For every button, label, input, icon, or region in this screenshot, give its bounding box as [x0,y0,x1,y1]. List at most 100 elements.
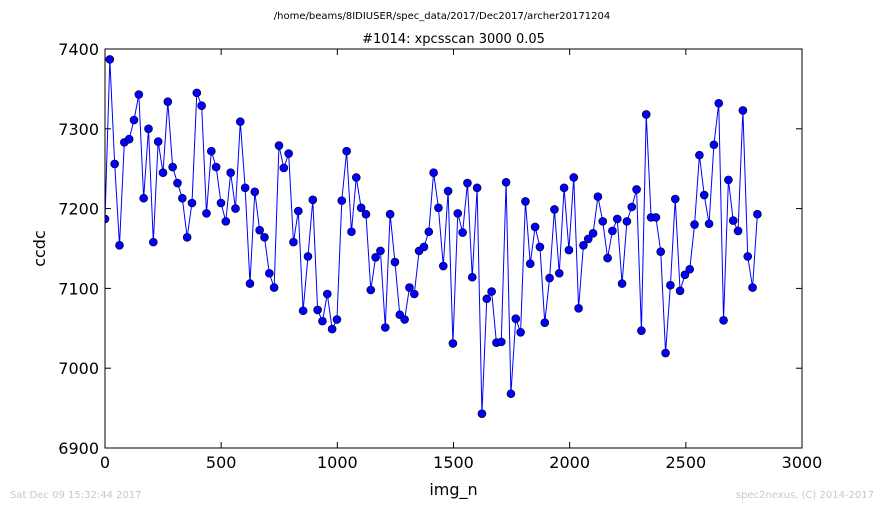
x-tick-label: 2500 [665,453,706,472]
data-point [680,270,690,280]
data-point [110,159,119,169]
data-point [453,209,463,218]
data-point [675,286,685,296]
chart-title: #1014: xpcsscan 3000 0.05 [362,32,545,47]
data-point [144,124,153,134]
file-path-title: /home/beams/8IDIUSER/spec_data/2017/Dec2… [274,11,610,22]
data-point [197,101,206,110]
data-point [356,203,366,213]
data-point [521,197,530,206]
data-point [641,110,651,119]
data-point [651,213,661,222]
data-point [550,205,559,214]
data-point [438,261,448,271]
data-point [482,294,492,304]
data-point [588,229,598,238]
data-point [458,228,467,237]
data-point [617,279,627,288]
data-point [429,168,438,177]
y-tick-label: 7000 [58,359,99,378]
data-point [699,190,709,200]
y-tick-label: 7400 [58,40,99,59]
data-point [182,233,192,242]
data-point [115,241,124,250]
data-point [168,162,177,172]
data-point [255,225,264,235]
data-point [322,289,332,299]
data-point [535,242,545,252]
data-point [661,348,670,358]
data-point [274,141,284,150]
data-point [632,185,641,194]
data-point [530,222,540,232]
data-point [380,323,390,332]
data-point [173,178,182,188]
data-point [313,305,322,315]
data-point [748,283,757,292]
data-point [134,90,144,99]
data-point [714,98,724,108]
data-point [472,183,482,193]
data-point [424,227,434,237]
data-point [569,173,579,182]
data-point [525,259,535,268]
data-point [226,168,235,177]
data-point [342,146,351,156]
y-axis-label: ccdc [30,230,49,267]
data-point [250,187,260,197]
x-tick-label: 3000 [782,453,823,472]
data-point [583,234,593,244]
data-point [221,217,231,226]
tick-layer: 0 500 1000 1500 2000 2500 3000 6900 7000 7100 7200… [58,40,822,472]
footer-credit: spec2nexus, (C) 2014-2017 [736,490,874,501]
data-point [743,252,753,261]
data-point [124,134,134,144]
data-point [516,327,525,337]
data-point [216,198,226,208]
data-point [129,115,139,125]
data-point [593,192,603,201]
data-point [434,203,443,213]
data-point [245,279,255,288]
data-point [149,237,158,247]
series-layer [105,55,762,418]
x-tick-label: 0 [100,453,110,472]
data-point [608,226,617,236]
footer-timestamp: Sat Dec 09 15:32:44 2017 [10,490,142,501]
data-point [158,168,168,177]
data-point [506,389,516,399]
data-point [192,88,202,98]
data-point [178,193,187,203]
data-point [477,409,487,418]
data-point [690,220,699,229]
data-point [351,173,361,182]
data-point [371,252,380,262]
data-point [603,253,612,263]
x-tick-label: 500 [206,453,237,472]
data-point [656,247,666,256]
plot-area: 0 500 1000 1500 2000 2500 3000 6900 7000 7100 7200… [58,40,822,472]
data-point [337,196,347,205]
data-point [385,209,395,219]
data-point [695,150,704,160]
data-point [709,140,719,150]
data-point [540,318,550,328]
data-point [376,246,385,256]
data-point [564,245,574,255]
data-point [598,217,608,226]
data-point [666,280,675,290]
data-point [719,316,728,325]
data-point [279,163,289,173]
data-point [443,186,453,196]
y-tick-label: 7200 [58,200,99,219]
data-point [409,289,419,299]
data-point [327,324,337,334]
data-point [496,337,506,347]
data-point [284,149,293,158]
data-point [211,162,221,172]
data-point [511,314,521,324]
data-point [240,183,250,193]
y-tick-label: 6900 [58,439,99,458]
x-tick-label: 1500 [433,453,474,472]
data-point [163,97,173,106]
